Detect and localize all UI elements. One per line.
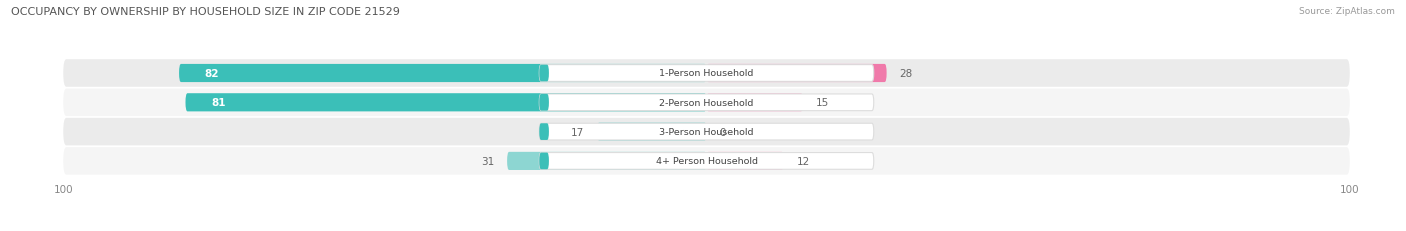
FancyBboxPatch shape [707,94,803,112]
FancyBboxPatch shape [179,65,707,83]
FancyBboxPatch shape [707,152,783,170]
FancyBboxPatch shape [598,123,707,141]
Text: 1-Person Household: 1-Person Household [659,69,754,78]
FancyBboxPatch shape [540,124,873,140]
Text: 12: 12 [797,156,810,166]
Text: 28: 28 [900,69,912,79]
FancyBboxPatch shape [707,65,887,83]
FancyBboxPatch shape [540,124,548,140]
Text: Source: ZipAtlas.com: Source: ZipAtlas.com [1299,7,1395,16]
FancyBboxPatch shape [540,94,548,111]
FancyBboxPatch shape [63,89,1350,117]
FancyBboxPatch shape [63,148,1350,175]
Text: OCCUPANCY BY OWNERSHIP BY HOUSEHOLD SIZE IN ZIP CODE 21529: OCCUPANCY BY OWNERSHIP BY HOUSEHOLD SIZE… [11,7,401,17]
Text: 17: 17 [571,127,585,137]
FancyBboxPatch shape [186,94,707,112]
Text: 3-Person Household: 3-Person Household [659,128,754,137]
Text: 81: 81 [211,98,226,108]
Text: 82: 82 [205,69,219,79]
FancyBboxPatch shape [540,65,873,82]
Legend: Owner-occupied, Renter-occupied: Owner-occupied, Renter-occupied [596,229,817,231]
Text: 4+ Person Household: 4+ Person Household [655,157,758,166]
FancyBboxPatch shape [540,94,873,111]
FancyBboxPatch shape [508,152,707,170]
FancyBboxPatch shape [63,118,1350,146]
Text: 0: 0 [720,127,725,137]
Text: 2-Person Household: 2-Person Household [659,98,754,107]
FancyBboxPatch shape [63,60,1350,87]
Text: 15: 15 [815,98,830,108]
FancyBboxPatch shape [540,65,548,82]
Text: 31: 31 [481,156,495,166]
FancyBboxPatch shape [540,153,548,170]
FancyBboxPatch shape [540,153,873,170]
